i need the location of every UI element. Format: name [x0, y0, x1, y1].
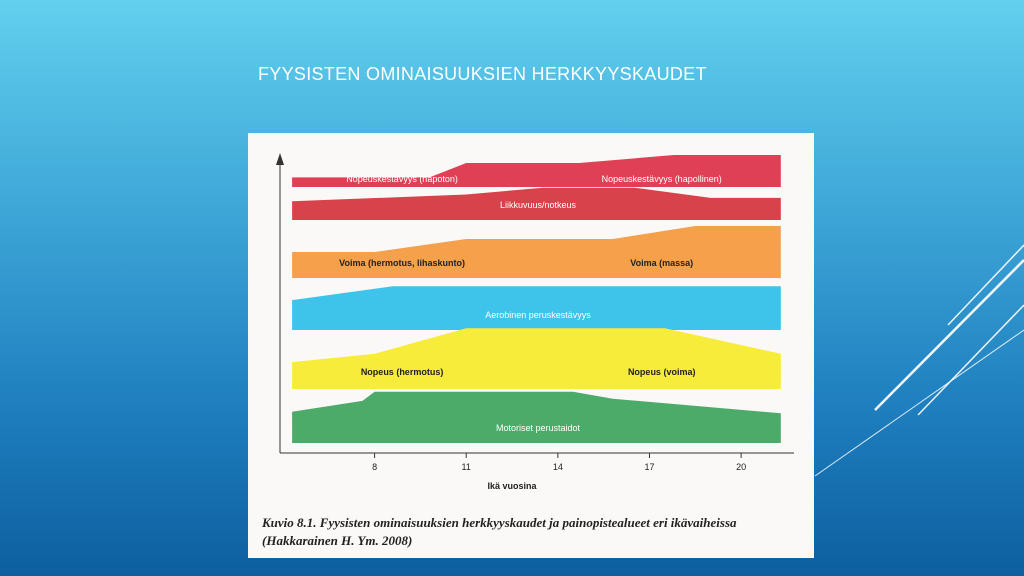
x-tick-label: 11 [462, 462, 471, 472]
figure-caption: Kuvio 8.1. Fyysisten ominaisuuksien herk… [262, 514, 802, 550]
band-label: Nopeuskestävyys (hapoton) [346, 174, 458, 184]
band-6 [292, 391, 781, 443]
band-label: Voima (massa) [630, 258, 693, 268]
slide-title: FYYSISTEN OMINAISUUKSIEN HERKKYYSKAUDET [258, 64, 707, 84]
band-label: Liikkuvuus/notkeus [500, 200, 577, 210]
band-label: Voima (hermotus, lihaskunto) [339, 258, 465, 268]
sensitivity-chart: Nopeuskestävyys (hapoton) Nopeuskestävyys… [276, 153, 794, 491]
x-tick-label: 20 [736, 462, 746, 472]
caption-line-1: Kuvio 8.1. Fyysisten ominaisuuksien herk… [262, 515, 737, 530]
x-tick-label: 17 [644, 462, 654, 472]
figure-image: Nopeuskestävyys (hapoton) Nopeuskestävyys… [248, 133, 814, 558]
x-axis-label: Ikä vuosina [488, 481, 538, 491]
band-label: Nopeuskestävyys (hapollinen) [602, 174, 722, 184]
x-tick-label: 14 [553, 462, 563, 472]
band-label: Aerobinen peruskestävyys [485, 310, 591, 320]
band-2 [292, 187, 781, 220]
band-1 [292, 155, 781, 187]
band-label: Nopeus (voima) [628, 367, 696, 377]
band-4 [292, 286, 781, 330]
caption-line-2: (Hakkarainen H. Ym. 2008) [262, 533, 413, 548]
band-3 [292, 226, 781, 278]
band-label: Motoriset perustaidot [496, 423, 581, 433]
band-5 [292, 328, 781, 389]
x-tick-label: 8 [372, 462, 377, 472]
band-label: Nopeus (hermotus) [361, 367, 444, 377]
y-axis-arrow [276, 153, 284, 165]
